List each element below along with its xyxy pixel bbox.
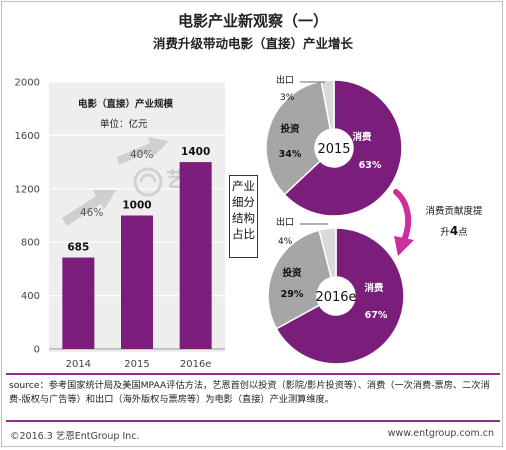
page-title: 电影产业新观察（一） <box>177 12 328 30</box>
bar-chart-title: 电影（直接）产业规模 <box>78 98 174 110</box>
pie-2015-export-label: 出口 <box>276 74 294 86</box>
pie-2015-center-label: 2015 <box>317 142 350 157</box>
structure-label-line: 细分 <box>232 195 255 209</box>
bar-value-label: 1000 <box>122 200 151 212</box>
bar-value-label: 1400 <box>181 146 210 158</box>
structure-label-line: 产业 <box>232 179 255 193</box>
divider-bottom <box>6 420 500 422</box>
y-tick-label: 1200 <box>15 184 40 195</box>
consumption-note-line2: 升4点 <box>411 224 497 238</box>
pie-2015-hole <box>315 129 353 167</box>
structure-label-line: 占比 <box>232 227 255 241</box>
structure-label-line: 结构 <box>232 211 255 225</box>
pie-2015-investment-value: 34% <box>279 149 302 160</box>
shift-arrow <box>393 189 412 243</box>
x-tick-label: 2015 <box>124 359 149 370</box>
bar-2015 <box>121 215 153 349</box>
pie-2015-consumption-value: 63% <box>359 160 382 171</box>
consumption-note-line1: 消费贡献度提 <box>425 206 483 217</box>
y-tick-label: 0 <box>34 345 40 356</box>
growth-arrow-1 <box>62 190 116 226</box>
note-suffix: 点 <box>458 227 468 238</box>
growth-label-2016: 40% <box>130 149 153 161</box>
y-tick-label: 400 <box>21 291 40 302</box>
pie-2016-hole <box>317 277 355 315</box>
pie-2016-center-label: 2016e <box>315 290 356 305</box>
note-prefix: 升 <box>440 227 450 238</box>
y-tick-label: 800 <box>21 238 40 249</box>
growth-arrow-2 <box>117 137 169 165</box>
pie-2016-export-value: 4% <box>278 237 293 247</box>
y-tick-label: 2000 <box>15 78 40 89</box>
x-tick-label: 2014 <box>66 359 91 370</box>
source-note: source：参考国家统计局及美国MPAA评估方法，艺恩首创以投资（影院/影片投… <box>9 380 490 405</box>
pie-2015-consumption-label: 消费 <box>352 131 372 143</box>
bar-chart-unit: 单位：亿元 <box>100 118 148 130</box>
pie-2016-export-label: 出口 <box>276 216 294 228</box>
bar-2016e <box>179 162 212 349</box>
pie-2016-consumption-label: 消费 <box>364 282 384 294</box>
page-subtitle: 消费升级带动电影（直接）产业增长 <box>152 36 353 51</box>
pie-2015-investment-label: 投资 <box>280 123 300 135</box>
bar-2014 <box>62 257 95 349</box>
growth-label-2015: 46% <box>80 207 103 219</box>
footer-website: www.entgroup.com.cn <box>387 428 494 439</box>
pie-2016-consumption-value: 67% <box>365 310 388 321</box>
y-tick-label: 1600 <box>15 131 40 142</box>
pie-2015-export-value: 3% <box>280 93 295 103</box>
bar-value-label: 685 <box>67 242 89 254</box>
x-tick-label: 2016e <box>180 359 212 370</box>
shift-arrow-head <box>394 236 414 256</box>
footer-copyright: ©2016.3 艺恩EntGroup Inc. <box>10 431 140 442</box>
structure-label-box: 产业 细分 结构 占比 <box>229 175 258 258</box>
pie-2016-investment-label: 投资 <box>282 267 302 279</box>
note-value: 4 <box>449 224 459 238</box>
divider-top <box>6 373 500 375</box>
pie-2016-investment-value: 29% <box>281 289 304 300</box>
